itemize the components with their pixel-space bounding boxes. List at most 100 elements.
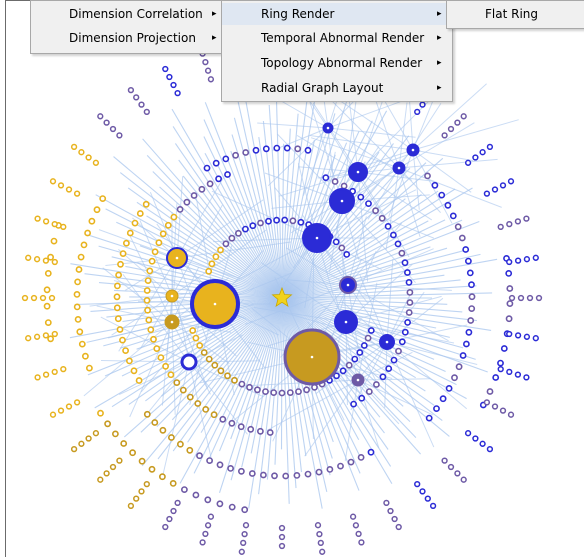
graph-node (506, 258, 513, 266)
graph-edge (357, 282, 378, 381)
graph-node (387, 507, 394, 515)
graph-node (389, 231, 397, 239)
graph-hubs (164, 122, 420, 387)
graph-node (414, 108, 421, 116)
graph-node (216, 461, 224, 469)
graph-node (514, 371, 522, 378)
graph-node (242, 149, 250, 156)
menu-item-ring-render[interactable]: Ring Render ▸ (222, 3, 452, 25)
graph-edge (230, 150, 283, 299)
graph-node (454, 119, 461, 126)
graph-edge (260, 261, 347, 323)
graph-node (117, 260, 124, 268)
graph-edge (118, 249, 173, 297)
graph-edge (129, 321, 173, 418)
graph-node (464, 257, 472, 265)
graph-edge (171, 295, 208, 389)
graph-node (379, 373, 387, 381)
graph-edge (386, 287, 414, 343)
menu-item-radial-graph-layout[interactable]: Radial Graph Layout ▸ (222, 77, 452, 99)
graph-edge (188, 361, 264, 398)
graph-node (143, 480, 150, 488)
graph-node (384, 222, 392, 230)
graph-edge (171, 266, 200, 323)
graph-edge (281, 297, 404, 407)
graph-node (143, 108, 150, 116)
menu-item-temporal-abnormal-render[interactable]: Temporal Abnormal Render ▸ (222, 27, 452, 49)
graph-node (138, 457, 146, 465)
graph-hub-center (411, 148, 415, 152)
graph-node (60, 223, 67, 231)
menu-item-dimension-correlation[interactable]: Dimension Correlation ▸ (31, 3, 221, 25)
graph-root[interactable] (271, 286, 293, 307)
graph-node (283, 144, 291, 152)
graph-edge (218, 297, 283, 493)
menu-item-flat-ring[interactable]: Flat Ring (447, 3, 584, 25)
graph-node (491, 403, 499, 410)
graph-node (483, 399, 491, 406)
graph-hub-center (385, 340, 389, 344)
graph-node (148, 465, 156, 473)
graph-node (166, 515, 173, 523)
menu-item-label: Temporal Abnormal Render (261, 31, 425, 45)
graph-edge (412, 83, 487, 151)
graph-node (347, 458, 355, 466)
graph-edge (345, 321, 455, 344)
graph-edge (327, 127, 416, 138)
graph-node (238, 548, 245, 555)
graph-node (234, 229, 242, 237)
graph-node (170, 507, 177, 515)
graph-node (367, 448, 375, 456)
graph-edge (187, 297, 283, 443)
graph-edge (281, 193, 422, 299)
graph-edge (281, 297, 450, 437)
graph-node (217, 246, 224, 254)
graph-edge (312, 102, 359, 173)
menu-item-topology-abnormal-render[interactable]: Topology Abnormal Render ▸ (222, 52, 452, 74)
graph-node (207, 76, 215, 83)
graph-node (114, 282, 121, 290)
graph-edge (281, 128, 291, 299)
graph-node (205, 267, 213, 275)
graph-node (76, 328, 84, 336)
graph-node (47, 253, 54, 261)
graph-node (142, 200, 150, 208)
graph-node (199, 539, 206, 546)
graph-node (449, 212, 457, 220)
graph-node (252, 146, 260, 154)
graph-node (454, 223, 462, 231)
menu-item-dimension-projection[interactable]: Dimension Projection ▸ (31, 27, 221, 49)
graph-node (186, 446, 194, 454)
graph-edge (281, 279, 461, 299)
graph-node (116, 132, 123, 139)
graph-edge (102, 267, 173, 323)
graph-node (468, 281, 475, 289)
graph-node (222, 155, 230, 163)
graph-edge (281, 297, 323, 509)
graph-node (447, 463, 455, 471)
graph-node (92, 430, 100, 437)
graph-edge (341, 194, 430, 202)
graph-edge (141, 297, 283, 467)
graph-node (51, 258, 58, 266)
graph-node (242, 522, 250, 529)
graph-node (505, 269, 513, 277)
graph-node (241, 530, 248, 538)
graph-edge (347, 216, 367, 286)
graph-edge (281, 188, 456, 299)
graph-edge (327, 101, 401, 129)
graph-node (343, 250, 351, 258)
graph-node (21, 294, 29, 302)
graph-node (372, 207, 379, 215)
graph-edge (119, 172, 283, 299)
graph-node (109, 125, 117, 133)
graph-node (42, 218, 50, 225)
graph-edge (146, 155, 283, 299)
graph-edge (281, 135, 410, 299)
star-icon (271, 286, 293, 307)
graph-node (25, 254, 32, 261)
graph-node (468, 293, 476, 301)
graph-edge (336, 226, 349, 286)
graph-node (50, 237, 58, 245)
